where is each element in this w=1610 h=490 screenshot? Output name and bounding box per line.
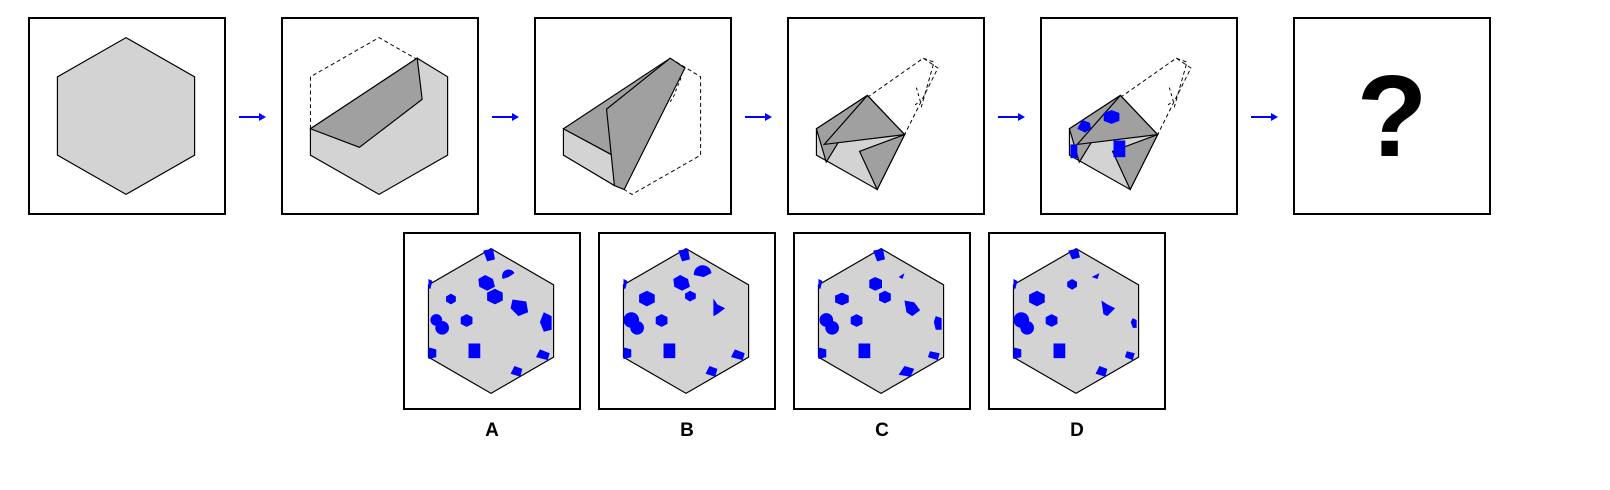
option-c-label: C	[875, 420, 889, 441]
arrow-icon	[745, 113, 772, 121]
step-2-panel	[281, 17, 479, 215]
option-a-panel[interactable]	[403, 232, 581, 410]
option-b-figure	[622, 247, 750, 395]
option-b-label: B	[680, 420, 694, 441]
question-mark: ?	[1356, 51, 1428, 181]
arrow-icon	[239, 113, 266, 121]
arrow-icon	[492, 113, 519, 121]
option-d-label: D	[1070, 420, 1084, 441]
step-5-panel	[1040, 17, 1238, 215]
option-a-figure	[427, 247, 555, 395]
option-d-figure	[1012, 247, 1140, 395]
punched-holes	[1068, 57, 1192, 191]
arrow-icon	[998, 113, 1025, 121]
step-4-panel	[787, 17, 985, 215]
question-panel: ?	[1293, 17, 1491, 215]
second-fold	[562, 57, 702, 195]
option-c-figure	[817, 247, 945, 395]
step-3-panel	[534, 17, 732, 215]
option-c-panel[interactable]	[793, 232, 971, 410]
unfolded-hexagon	[56, 36, 196, 196]
third-fold	[815, 57, 939, 191]
option-d-panel[interactable]	[988, 232, 1166, 410]
arrow-icon	[1251, 113, 1278, 121]
first-fold	[309, 37, 449, 196]
step-1-panel	[28, 17, 226, 215]
option-b-panel[interactable]	[598, 232, 776, 410]
option-a-label: A	[485, 420, 499, 441]
